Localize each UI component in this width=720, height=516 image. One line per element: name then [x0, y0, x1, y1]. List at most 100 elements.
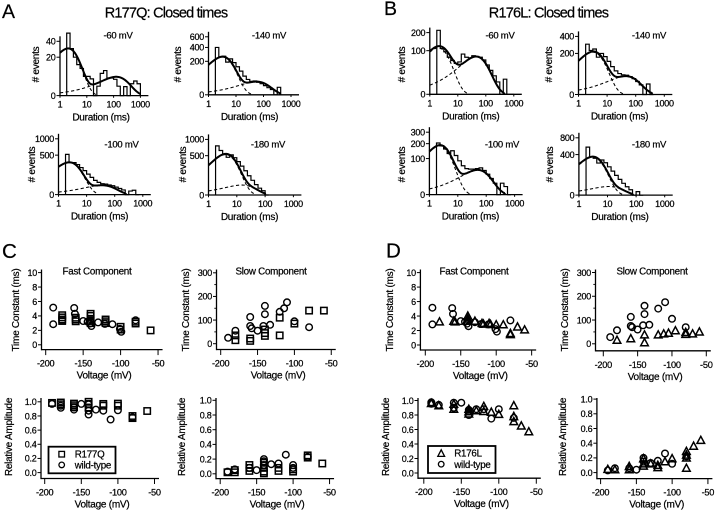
svg-text:-100: -100 [109, 488, 127, 498]
svg-text:100: 100 [258, 199, 273, 209]
svg-text:Fast Component: Fast Component [440, 267, 509, 278]
svg-text:-100: -100 [112, 359, 130, 369]
svg-text:0.8: 0.8 [25, 411, 37, 421]
svg-text:-100 mV: -100 mV [104, 140, 139, 151]
svg-text:100: 100 [479, 199, 494, 209]
svg-text:0: 0 [32, 340, 37, 350]
svg-text:300: 300 [577, 268, 592, 278]
svg-text:200: 200 [411, 28, 426, 38]
svg-text:100: 100 [108, 199, 123, 209]
svg-text:0: 0 [49, 190, 54, 200]
svg-text:100: 100 [577, 315, 592, 325]
svg-text:1.0: 1.0 [200, 396, 212, 406]
svg-text:400: 400 [560, 32, 575, 42]
svg-text:2: 2 [411, 326, 416, 336]
svg-text:0.2: 0.2 [200, 454, 212, 464]
svg-text:10: 10 [603, 199, 613, 209]
svg-text:# events: # events [31, 46, 42, 82]
svg-text:1: 1 [206, 199, 211, 209]
svg-text:-150: -150 [75, 359, 93, 369]
svg-text:Duration (ms): Duration (ms) [442, 111, 499, 122]
svg-text:0: 0 [420, 190, 425, 200]
svg-text:6: 6 [411, 297, 416, 307]
svg-text:# events: # events [397, 46, 408, 82]
svg-text:Time Constant (ms): Time Constant (ms) [385, 269, 396, 352]
svg-text:-200: -200 [592, 488, 610, 498]
svg-text:0.8: 0.8 [200, 410, 212, 420]
svg-text:Voltage (mV): Voltage (mV) [453, 371, 508, 382]
svg-text:Voltage (mV): Voltage (mV) [77, 371, 132, 382]
svg-text:Duration (ms): Duration (ms) [72, 113, 129, 124]
svg-text:Relative Amplitude: Relative Amplitude [177, 397, 188, 476]
svg-text:-100: -100 [663, 488, 681, 498]
svg-text:A: A [2, 1, 15, 23]
svg-text:4: 4 [411, 311, 416, 321]
svg-text:Voltage (mV): Voltage (mV) [251, 371, 306, 382]
svg-text:-200: -200 [417, 359, 435, 369]
svg-text:-200: -200 [595, 360, 613, 370]
svg-text:-50: -50 [700, 360, 713, 370]
svg-text:20: 20 [46, 53, 56, 63]
svg-text:# events: # events [173, 46, 184, 82]
svg-text:0.0: 0.0 [402, 468, 414, 478]
svg-text:Voltage (mV): Voltage (mV) [629, 500, 684, 511]
svg-text:Duration (ms): Duration (ms) [591, 112, 648, 123]
svg-text:-150: -150 [628, 488, 646, 498]
svg-text:-100: -100 [284, 488, 302, 498]
svg-text:-150: -150 [248, 488, 266, 498]
svg-text:-200: -200 [415, 487, 433, 497]
svg-text:-140 mV: -140 mV [632, 31, 667, 42]
svg-text:R177Q: Closed times: R177Q: Closed times [105, 6, 228, 22]
svg-text:300: 300 [198, 268, 213, 278]
svg-text:500: 500 [190, 151, 205, 161]
svg-text:Time Constant (ms): Time Constant (ms) [11, 269, 22, 352]
svg-text:# events: # events [545, 146, 556, 182]
svg-text:Voltage (mV): Voltage (mV) [75, 500, 130, 511]
svg-text:C: C [2, 240, 17, 263]
svg-text:0: 0 [199, 190, 204, 200]
svg-text:0.2: 0.2 [581, 453, 593, 463]
svg-text:-200: -200 [36, 488, 54, 498]
svg-text:1.0: 1.0 [25, 397, 37, 407]
svg-text:1000: 1000 [504, 98, 523, 108]
svg-text:1000: 1000 [35, 134, 54, 144]
svg-text:10: 10 [82, 100, 92, 110]
svg-text:100: 100 [629, 99, 644, 109]
svg-text:100: 100 [198, 315, 213, 325]
svg-text:Relative Amplitude: Relative Amplitude [558, 397, 569, 476]
svg-text:-150: -150 [453, 487, 471, 497]
svg-text:-150: -150 [629, 360, 647, 370]
svg-text:1.0: 1.0 [402, 396, 414, 406]
svg-text:R177Q: R177Q [75, 449, 105, 460]
svg-text:Voltage (mV): Voltage (mV) [628, 372, 683, 383]
svg-text:1000: 1000 [133, 199, 152, 209]
svg-text:1: 1 [58, 100, 63, 110]
svg-text:R176L: R176L [454, 449, 482, 460]
svg-text:1000: 1000 [655, 99, 674, 109]
svg-text:Relative Amplitude: Relative Amplitude [381, 397, 392, 476]
svg-text:-100 mV: -100 mV [485, 140, 520, 151]
svg-text:Duration (ms): Duration (ms) [221, 112, 278, 123]
svg-text:500: 500 [40, 150, 55, 160]
svg-text:# events: # events [544, 46, 555, 82]
svg-text:-100: -100 [286, 359, 304, 369]
svg-text:-180 mV: -180 mV [251, 140, 286, 151]
svg-text:-100: -100 [490, 487, 508, 497]
svg-text:10: 10 [27, 268, 37, 278]
svg-text:10: 10 [231, 99, 241, 109]
svg-text:0.0: 0.0 [200, 469, 212, 479]
svg-text:wild-type: wild-type [453, 460, 491, 471]
svg-text:1: 1 [576, 99, 581, 109]
svg-text:0.8: 0.8 [581, 409, 593, 419]
svg-text:-50: -50 [525, 359, 538, 369]
svg-text:-50: -50 [325, 359, 338, 369]
svg-text:-100: -100 [488, 359, 506, 369]
svg-text:100: 100 [629, 199, 644, 209]
svg-text:B: B [384, 0, 397, 20]
svg-text:wild-type: wild-type [74, 461, 112, 472]
svg-text:0: 0 [569, 90, 574, 100]
svg-text:Relative Amplitude: Relative Amplitude [4, 397, 15, 476]
svg-text:-60 mV: -60 mV [103, 31, 133, 42]
svg-text:400: 400 [190, 43, 205, 53]
svg-text:0.4: 0.4 [581, 439, 593, 449]
